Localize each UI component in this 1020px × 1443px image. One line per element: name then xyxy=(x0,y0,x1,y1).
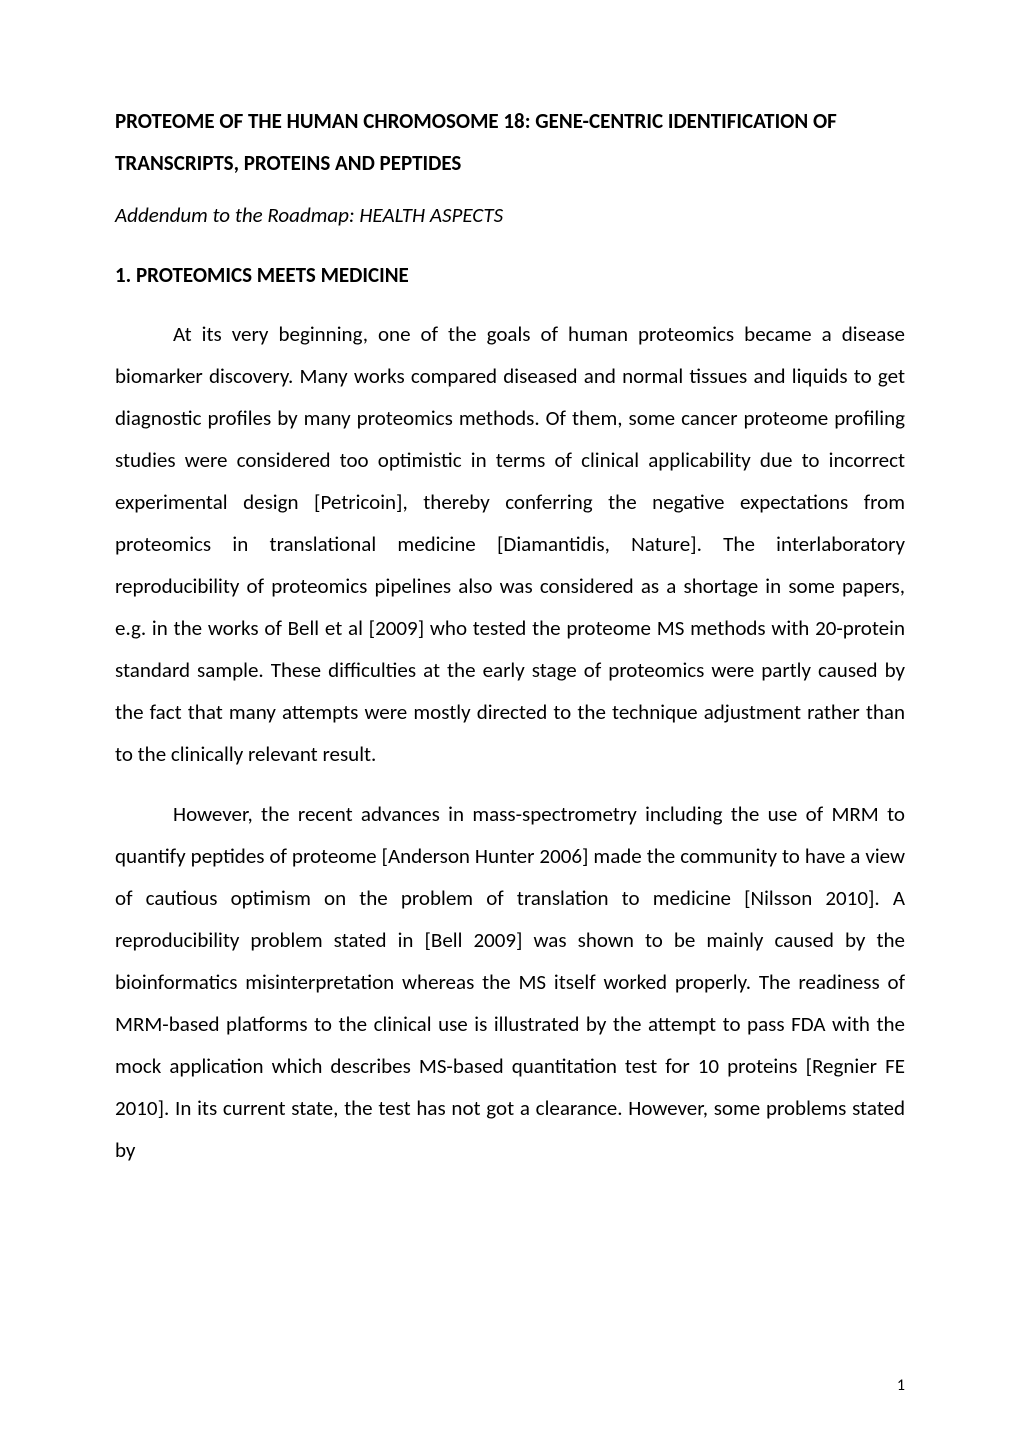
page-number: 1 xyxy=(897,1376,905,1395)
section-heading: 1. PROTEOMICS MEETS MEDICINE xyxy=(115,260,905,292)
document-title: PROTEOME OF THE HUMAN CHROMOSOME 18: GEN… xyxy=(115,100,905,184)
document-subtitle: Addendum to the Roadmap: HEALTH ASPECTS xyxy=(115,200,905,232)
body-paragraph: However, the recent advances in mass-spe… xyxy=(115,793,905,1171)
body-paragraph: At its very beginning, one of the goals … xyxy=(115,313,905,775)
